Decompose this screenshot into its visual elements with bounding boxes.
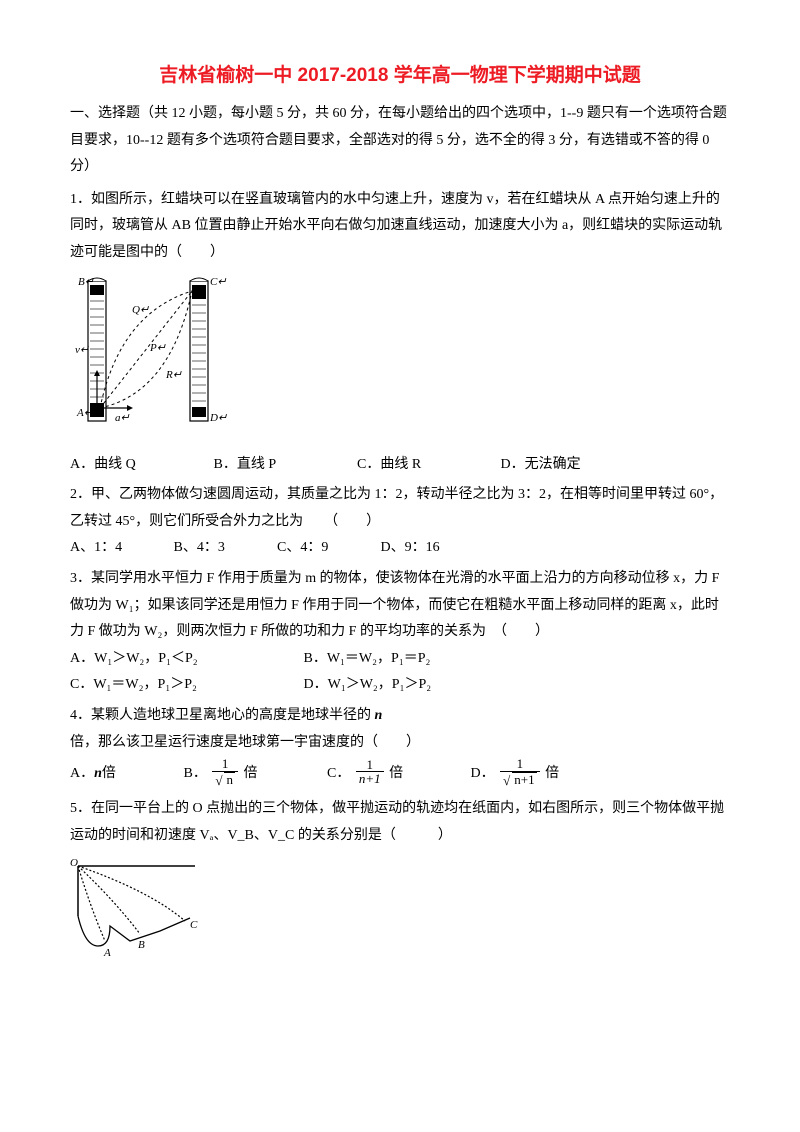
question-4-options: A．n 倍 B． 1n 倍 C． 1n+1 倍 D． 1n+1 倍 — [70, 756, 730, 792]
q1-optD: D．无法确定 — [501, 452, 641, 479]
page-title: 吉林省榆树一中 2017-2018 学年高一物理下学期期中试题 — [70, 60, 730, 87]
figure-q1: B↵ C↵ A↵ D↵ v↵ a↵ Q↵ P↵ R↵ — [70, 273, 730, 448]
q4-optB: B． 1n 倍 — [184, 756, 324, 792]
svg-text:C↵: C↵ — [210, 276, 227, 288]
q1-optB: B．直线 P — [214, 452, 354, 479]
question-1-options: A．曲线 Q B．直线 P C．曲线 R D．无法确定 — [70, 452, 730, 479]
svg-text:P↵: P↵ — [149, 342, 166, 354]
svg-text:A: A — [103, 947, 111, 959]
q2-optC: C、4：9 — [277, 535, 377, 562]
section-header: 一、选择题（共 12 小题，每小题 5 分，共 60 分，在每小题给出的四个选项… — [70, 101, 730, 181]
q4-optA: A．n 倍 — [70, 756, 180, 792]
q4-prefix: 4．某颗人造地球卫星离地心的高度是地球半径的 — [70, 708, 375, 723]
q3-optD: D．W₁＞W₂，P₁＞P₂ — [304, 672, 534, 699]
svg-text:D↵: D↵ — [209, 412, 227, 424]
q3-optC: C．W₁＝W₂，P₁＞P₂ — [70, 672, 300, 699]
q2-optB: B、4：3 — [174, 535, 274, 562]
q4-optC: C． 1n+1 倍 — [327, 756, 467, 792]
question-3-text: 3．某同学用水平恒力 F 作用于质量为 m 的物体，使该物体在光滑的水平面上沿力… — [70, 566, 730, 646]
q4-n: n — [375, 708, 383, 723]
svg-text:v↵: v↵ — [75, 344, 89, 356]
question-4-text: 4．某颗人造地球卫星离地心的高度是地球半径的 n 倍，那么该卫星运行速度是地球第… — [70, 703, 730, 756]
svg-text:a↵: a↵ — [115, 412, 130, 424]
question-5-text: 5．在同一平台上的 O 点抛出的三个物体，做平抛运动的轨迹均在纸面内，如右图所示… — [70, 796, 730, 849]
q1-optC: C．曲线 R — [357, 452, 497, 479]
q2-optA: A、1：4 — [70, 535, 170, 562]
q3-optB: B．W₁＝W₂，P₁＝P₂ — [304, 646, 534, 673]
q4-suffix: 倍，那么该卫星运行速度是地球第一宇宙速度的（ ） — [70, 735, 420, 750]
svg-text:A↵: A↵ — [76, 407, 93, 419]
svg-text:O: O — [70, 857, 78, 869]
svg-text:C: C — [190, 919, 198, 931]
figure-q5: O A B C — [70, 856, 730, 966]
question-1-text: 1．如图所示，红蜡块可以在竖直玻璃管内的水中匀速上升，速度为 v，若在红蜡块从 … — [70, 187, 730, 267]
q3-optA: A．W₁＞W₂，P₁＜P₂ — [70, 646, 300, 673]
question-2-text: 2．甲、乙两物体做匀速圆周运动，其质量之比为 1：2，转动半径之比为 3：2，在… — [70, 482, 730, 535]
question-3-options: A．W₁＞W₂，P₁＜P₂ B．W₁＝W₂，P₁＝P₂ C．W₁＝W₂，P₁＞P… — [70, 646, 730, 699]
q2-optD: D、9：16 — [381, 535, 481, 562]
svg-text:R↵: R↵ — [165, 369, 182, 381]
q1-optA: A．曲线 Q — [70, 452, 210, 479]
svg-text:B: B — [138, 939, 145, 951]
svg-text:Q↵: Q↵ — [132, 304, 149, 316]
q4-optD: D． 1n+1 倍 — [471, 756, 621, 792]
svg-text:B↵: B↵ — [78, 276, 94, 288]
question-2-options: A、1：4 B、4：3 C、4：9 D、9：16 — [70, 535, 730, 562]
